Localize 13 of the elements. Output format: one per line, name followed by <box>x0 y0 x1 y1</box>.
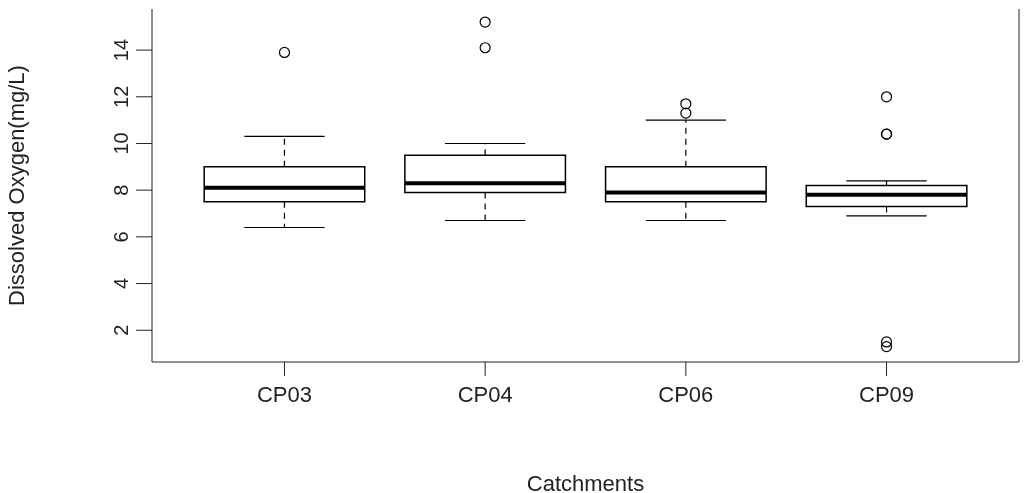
y-tick-label: 4 <box>110 277 132 290</box>
y-tick-label: 2 <box>110 324 132 336</box>
x-tick-label: CP03 <box>256 381 312 407</box>
x-tick-label: CP04 <box>457 381 513 407</box>
y-tick-label: 8 <box>110 184 132 196</box>
x-tick-label: CP09 <box>859 381 915 407</box>
y-tick-label: 6 <box>110 231 132 243</box>
y-tick-label: 10 <box>110 132 132 155</box>
x-tick-label: CP06 <box>658 381 714 407</box>
x-axis-title: Catchments <box>526 471 645 493</box>
y-tick-label: 12 <box>110 85 132 108</box>
y-axis-title: Dissolved Oxygen(mg/L) <box>3 65 29 306</box>
y-tick-label: 14 <box>110 38 132 62</box>
